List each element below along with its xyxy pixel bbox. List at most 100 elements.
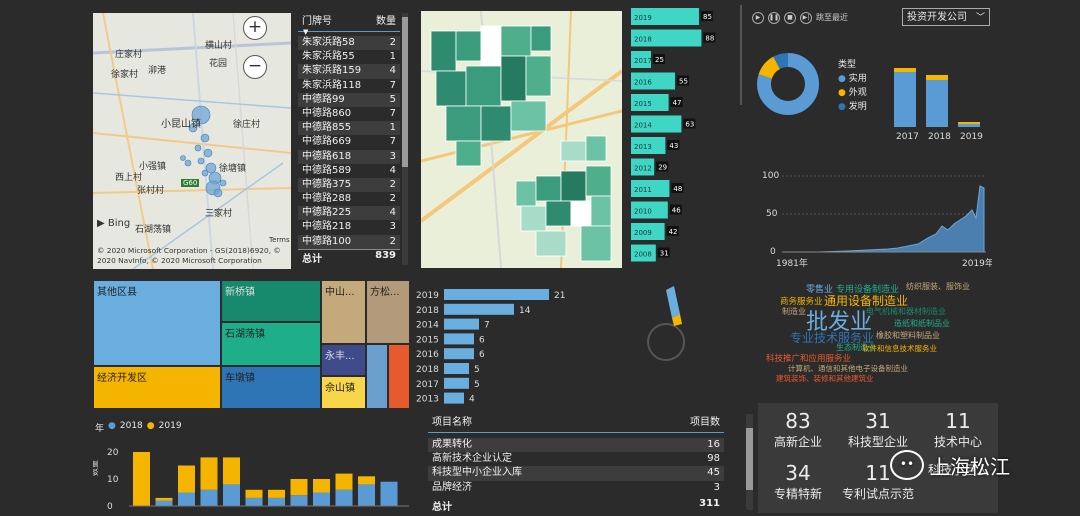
treemap-tile-label: 方松... <box>370 287 400 298</box>
treemap-tile[interactable] <box>388 344 410 409</box>
table-scrollbar[interactable] <box>746 414 753 510</box>
table-row[interactable]: 中德路288 2 <box>298 192 400 206</box>
treemap-tile[interactable]: 车墩镇 <box>221 366 321 409</box>
address-cell: 朱家浜路55 <box>302 51 355 63</box>
table-row[interactable]: 中德路100 2 <box>298 234 400 249</box>
table-row[interactable]: 中德路225 4 <box>298 206 400 221</box>
column-header-address[interactable]: 门牌号 <box>302 16 332 27</box>
table-row[interactable]: 中德路589 4 <box>298 164 400 178</box>
bar-2018 <box>290 495 308 506</box>
word: 软件和信息技术服务业 <box>862 344 937 353</box>
count-cell: 2 <box>389 193 396 205</box>
yearly-stacked-bars: 2017 2018 2019 <box>894 68 983 142</box>
kpi-card: 11 专利试点示范 <box>838 461 918 502</box>
total-value: 311 <box>699 498 720 509</box>
treemap-tile[interactable]: 其他区县 <box>93 280 221 366</box>
word: 专用设备制造业 <box>836 285 900 295</box>
bar-2018 <box>335 489 353 506</box>
bing-map[interactable]: 庄家村 横山村 花园 泖港 徐家村 小昆山镇 徐庄村 小强镇 张村村 三家村 石… <box>93 13 291 269</box>
bar-2019 <box>268 489 285 498</box>
address-cell: 中德路288 <box>302 193 352 205</box>
table-row[interactable]: 科技型中小企业入库 45 <box>428 466 724 481</box>
x-end-label: 2019年 <box>962 257 992 269</box>
company-filter-dropdown[interactable]: 投资开发公司 ﹀ <box>902 8 990 26</box>
treemap-tile[interactable]: 方松... <box>366 280 410 344</box>
treemap-tile[interactable]: 石湖荡镇 <box>221 322 321 366</box>
count-cell: 2 <box>389 37 396 48</box>
gauge-ring <box>647 323 686 361</box>
column-header-project-count[interactable]: 项目数 <box>690 417 720 428</box>
address-cell: 中德路618 <box>302 150 352 162</box>
hbar <box>444 318 479 330</box>
kpi-caption: 技术中心 <box>933 435 982 449</box>
word: 商务服务业 <box>780 297 823 307</box>
table-row[interactable]: 高新技术企业认定 98 <box>428 452 724 466</box>
table-row[interactable]: 中德路669 7 <box>298 135 400 149</box>
column-header-project[interactable]: 项目名称 <box>432 417 472 428</box>
treemap[interactable]: 其他区县 经济开发区 新桥镇 石湖荡镇 车墩镇 中山... 方松... 永丰..… <box>93 280 410 409</box>
year-bar-value: 43 <box>669 142 678 150</box>
category-label: 2019 <box>416 291 439 301</box>
project-count-cell: 98 <box>707 453 720 465</box>
kpi-card: 34 专精特新 <box>758 461 838 502</box>
value-badge <box>701 11 713 21</box>
bar-2018-base <box>926 80 948 127</box>
legend-item: 外观 <box>848 88 867 98</box>
stop-icon[interactable]: ■ <box>784 12 796 24</box>
jump-to-latest-button[interactable]: 跳至最近 <box>816 13 848 22</box>
table-row[interactable]: 成果转化 16 <box>428 438 724 453</box>
shaded-map[interactable] <box>421 11 622 268</box>
year-bar-value: 88 <box>705 35 714 43</box>
value-badge <box>656 161 669 172</box>
table-row[interactable]: 中德路218 3 <box>298 220 400 234</box>
skip-icon[interactable]: ▶| <box>800 12 812 24</box>
map-place-label: 徐塘镇 <box>219 164 247 174</box>
hbar-value: 7 <box>484 321 490 331</box>
treemap-tile[interactable]: 经济开发区 <box>93 366 221 409</box>
address-cell: 中德路99 <box>302 93 345 105</box>
year-bar-label: 2018 <box>634 36 652 44</box>
radial-gauge <box>647 286 686 361</box>
watermark-text: 上海松江 <box>930 454 1010 479</box>
area-series <box>782 185 985 253</box>
table-row[interactable]: 中德路99 5 <box>298 92 400 107</box>
table-row[interactable]: 朱家浜路55 1 <box>298 50 400 64</box>
pause-icon[interactable]: ❚❚ <box>768 12 780 24</box>
zoom-out-button[interactable]: − <box>243 55 267 79</box>
category-label: 2018 <box>416 365 439 375</box>
table-scrollbar[interactable] <box>402 13 408 265</box>
table-row[interactable]: 朱家浜路118 7 <box>298 79 400 93</box>
year-bar-value: 46 <box>672 207 681 215</box>
value-badge <box>669 204 682 215</box>
chart-legend: 年 ● 2018 ● 2019 <box>95 421 182 434</box>
hbar-value: 6 <box>479 350 485 360</box>
treemap-tile[interactable]: 永丰... <box>321 344 366 376</box>
treemap-tile[interactable]: 新桥镇 <box>221 280 321 322</box>
table-row[interactable]: 朱家浜路159 4 <box>298 64 400 79</box>
hbar <box>444 377 469 389</box>
bar-2019 <box>200 457 218 490</box>
category-label: 2016 <box>416 350 439 360</box>
treemap-tile[interactable] <box>366 344 388 409</box>
word: 批发业 <box>806 310 873 335</box>
zoom-in-button[interactable]: + <box>243 16 267 40</box>
map-place-label: 徐家村 <box>111 70 139 80</box>
treemap-tile[interactable]: 佘山镇 <box>321 376 366 409</box>
year-bar-value: 42 <box>669 228 678 236</box>
treemap-tile[interactable]: 中山... <box>321 280 366 344</box>
column-header-count[interactable]: 数量 <box>376 16 396 27</box>
table-row[interactable]: 朱家浜路58 2 <box>298 36 400 51</box>
bar-2017-base <box>894 72 916 127</box>
count-cell: 4 <box>389 207 396 219</box>
table-row[interactable]: 中德路375 2 <box>298 177 400 193</box>
table-row[interactable]: 品牌经济 3 <box>428 481 724 495</box>
table-row[interactable]: 中德路860 7 <box>298 107 400 121</box>
table-row[interactable]: 中德路855 1 <box>298 121 400 136</box>
x-tick-label: 2018 <box>928 132 951 142</box>
map-terms-link[interactable]: Terms <box>269 236 290 244</box>
table-row[interactable]: 中德路618 3 <box>298 149 400 164</box>
sort-arrow-icon[interactable]: ▼ <box>303 28 309 36</box>
year-bar-value: 48 <box>673 185 682 193</box>
playback-controls: ▶ ❚❚ ■ ▶| 跳至最近 <box>752 12 848 24</box>
play-icon[interactable]: ▶ <box>752 12 764 24</box>
